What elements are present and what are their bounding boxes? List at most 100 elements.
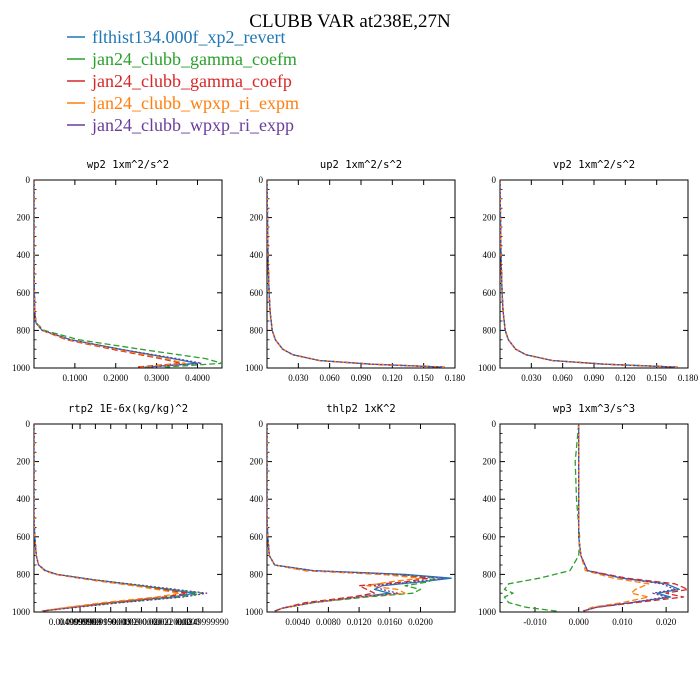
legend-label: jan24_clubb_gamma_coefm (91, 49, 297, 69)
x-tick-label: 0.030 (288, 373, 309, 383)
x-tick-label: 0.00999999 (59, 617, 102, 627)
x-tick-label: 0.120 (382, 373, 403, 383)
panel-title: wp2 1xm^2/s^2 (87, 159, 169, 171)
series-group (267, 424, 452, 612)
x-tick-label: 0.0120 (347, 617, 372, 627)
series-line (500, 180, 678, 368)
y-tick-label: 1000 (245, 607, 264, 617)
legend-label: jan24_clubb_gamma_coefp (91, 71, 292, 91)
x-tick-label: 0.150 (647, 373, 668, 383)
y-tick-label: 600 (250, 532, 264, 542)
series-line (267, 180, 445, 368)
y-tick-label: 0 (259, 175, 264, 185)
series-line (500, 180, 678, 368)
x-tick-label: 0.090 (584, 373, 605, 383)
x-tick-label: 0.4000 (185, 373, 210, 383)
y-tick-label: 0 (492, 419, 497, 429)
legend-entry: jan24_clubb_gamma_coefp (67, 71, 292, 91)
y-tick-label: 600 (483, 288, 497, 298)
x-tick-label: 0.090 (351, 373, 372, 383)
series-line (34, 180, 222, 368)
x-tick-label: 0.010 (612, 617, 633, 627)
panel-title: up2 1xm^2/s^2 (320, 159, 402, 171)
series-line (267, 424, 437, 612)
panel-title: rtp2 1E-6x(kg/kg)^2 (68, 403, 188, 415)
x-tick-label: 0.180 (678, 373, 699, 383)
y-tick-label: 400 (17, 494, 31, 504)
x-tick-label: 0.180 (445, 373, 466, 383)
series-line (34, 180, 203, 368)
y-tick-label: 0 (259, 419, 264, 429)
series-line (578, 424, 676, 612)
y-tick-label: 200 (250, 213, 264, 223)
y-tick-label: 600 (17, 288, 31, 298)
y-tick-label: 400 (483, 250, 497, 260)
chart-panel: up2 1xm^2/s^2 0 200 400 600 800 1000 0.030 0.060… (245, 159, 466, 383)
plot-frame (266, 179, 456, 369)
legend-label: flthist134.000f_xp2_revert (92, 27, 285, 47)
chart-panel: wp2 1xm^2/s^2 0 200 400 600 800 1000 0.1000 0.20… (12, 159, 223, 383)
plot-frame (499, 179, 689, 369)
series-line (267, 424, 422, 612)
x-tick-label: 0.0080 (316, 617, 341, 627)
x-tick-label: 0.0150000 (92, 617, 131, 627)
series-line (34, 180, 186, 368)
series-line (34, 180, 182, 368)
y-tick-label: 600 (483, 532, 497, 542)
y-tick-label: 200 (250, 457, 264, 467)
y-tick-label: 800 (483, 325, 497, 335)
x-tick-label: 0.02000 (142, 617, 172, 627)
x-tick-label: 0.01999 (111, 617, 141, 627)
y-tick-label: 400 (250, 250, 264, 260)
legend-label: jan24_clubb_wpxp_ri_expm (91, 93, 299, 113)
series-line (500, 180, 678, 368)
x-tick-label: 0.004999990 (49, 617, 97, 627)
x-tick-label: 0.1000 (62, 373, 87, 383)
x-tick-label: 0.0220000 (153, 617, 192, 627)
series-line (267, 180, 445, 368)
series-group (503, 424, 688, 612)
series-line (267, 180, 445, 368)
plot-frame (266, 423, 456, 613)
series-line (34, 424, 181, 612)
y-tick-label: 0 (492, 175, 497, 185)
x-tick-label: 0.030 (521, 373, 542, 383)
series-line (267, 180, 445, 368)
x-tick-label: 0.060 (320, 373, 341, 383)
x-tick-label: 0.3000 (144, 373, 169, 383)
chart-panels: wp2 1xm^2/s^2 0 200 400 600 800 1000 0.1000 0.20… (12, 159, 699, 627)
x-tick-label: 0.0040 (285, 617, 310, 627)
chart-panel: thlp2 1xK^2 0 200 400 600 800 1000 0.0040 0.0080… (245, 403, 456, 627)
panel-title: wp3 1xm^3/s^3 (553, 403, 635, 415)
panel-title: vp2 1xm^2/s^2 (553, 159, 635, 171)
y-tick-label: 600 (17, 532, 31, 542)
chart-panel: rtp2 1E-6x(kg/kg)^2 0 200 400 600 800 1000 0.00… (12, 403, 229, 627)
series-line (34, 424, 208, 612)
x-tick-label: 0.0200000 (122, 617, 161, 627)
y-tick-label: 200 (483, 213, 497, 223)
x-tick-label: 0.0200 (175, 617, 200, 627)
series-line (267, 424, 445, 612)
series-group (267, 180, 445, 368)
plot-frame (33, 179, 223, 369)
y-tick-label: 1000 (12, 363, 31, 373)
x-tick-label: 0.150 (414, 373, 435, 383)
y-tick-label: 600 (250, 288, 264, 298)
chart-panel: wp3 1xm^3/s^3 0 200 400 600 800 1000 -0.010 0.00… (478, 403, 689, 627)
x-tick-label: 0.000 (569, 617, 590, 627)
y-tick-label: 200 (17, 457, 31, 467)
x-tick-label: 0.120 (615, 373, 636, 383)
x-tick-label: 0.0200 (408, 617, 433, 627)
y-tick-label: 800 (250, 325, 264, 335)
legend-entry: jan24_clubb_wpxp_ri_expm (67, 93, 299, 113)
y-tick-label: 400 (17, 250, 31, 260)
series-line (578, 424, 688, 612)
series-line (500, 180, 678, 368)
x-tick-label: 0.020 (656, 617, 677, 627)
legend-label: jan24_clubb_wpxp_ri_expp (91, 115, 294, 135)
panel-title: thlp2 1xK^2 (326, 403, 396, 415)
y-tick-label: 200 (483, 457, 497, 467)
y-tick-label: 0 (26, 175, 31, 185)
legend-entry: jan24_clubb_gamma_coefm (67, 49, 297, 69)
